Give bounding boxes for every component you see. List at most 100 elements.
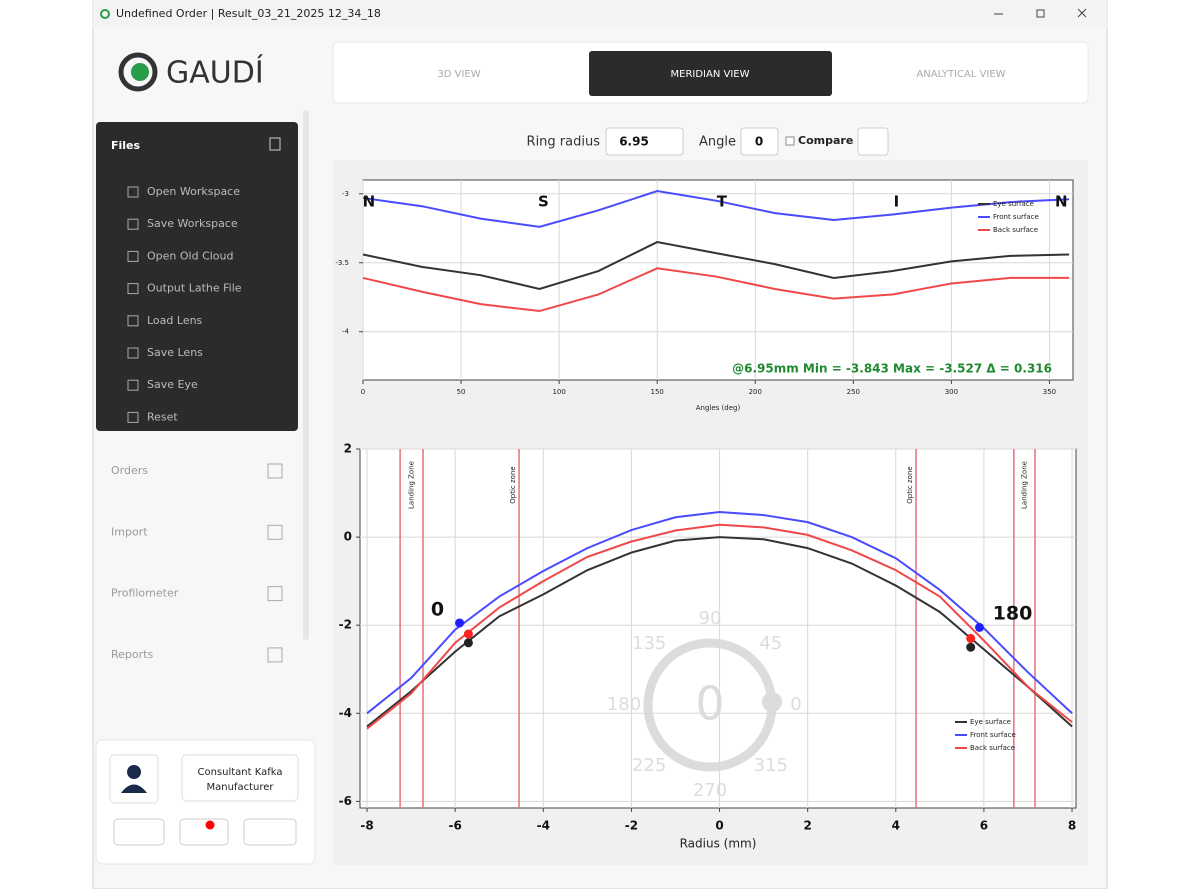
x-tick-label: 300 [945,388,958,396]
legend-label: Front surface [970,731,1016,739]
series-line [362,267,1070,313]
y-tick-label: -2 [339,618,352,632]
logo-mark [118,52,158,92]
menu-icon [127,250,139,262]
tabs: 3D VIEW MERIDIAN VIEW ANALYTICAL VIEW [437,51,1006,96]
annotation: N [363,193,376,211]
x-axis-label: Angles (deg) [696,404,741,412]
series-line [366,536,1073,728]
dial-label: 180 [607,694,641,715]
menu-item[interactable]: Open Workspace [147,185,240,198]
notification-dot [205,820,215,830]
series-line [366,523,1073,730]
marker-point [455,618,465,628]
reset-view-button[interactable] [857,127,889,156]
angle-input[interactable] [740,127,779,156]
close-button[interactable] [1077,8,1087,18]
x-tick-label: -2 [625,819,638,833]
dial-label: 315 [754,755,788,776]
menu-icon [127,315,139,327]
x-tick-label: 200 [749,388,762,396]
user-role: Manufacturer [207,782,275,793]
x-tick-label: -6 [449,819,462,833]
window-title: Undefined Order | Result_03_21_2025 12_3… [116,7,381,20]
legend-label: Front surface [993,213,1039,221]
logo-mark-inner [131,63,149,81]
settings-button[interactable] [113,818,165,846]
notifications-button[interactable] [179,818,229,846]
x-tick-label: 100 [552,388,565,396]
avatar-head [127,765,141,779]
zone-label: Optic zone [906,466,914,503]
annotation: 180 [993,603,1033,625]
menu-item[interactable]: Open Old Cloud [147,249,234,262]
logout-button[interactable] [243,818,297,846]
nav-item[interactable]: Profilometer [111,587,179,600]
dial-knob [762,692,782,712]
zone-label: Optic zone [509,466,517,503]
title-bar [93,0,1107,28]
dial-value: 0 [695,677,724,731]
series-line [362,190,1070,228]
tab[interactable]: MERIDIAN VIEW [671,69,750,80]
stats: @6.95mm Min = -3.843 Max = -3.527 Δ = 0.… [732,362,1052,376]
legend-label: Back surface [970,744,1015,752]
series-line [362,241,1070,291]
nav-item[interactable]: Import [111,525,148,538]
nav-menu: Orders Import Profilometer Reports [111,463,283,663]
compare-checkbox[interactable] [785,136,795,146]
files-panel [96,122,298,431]
x-tick-label: 2 [803,819,811,833]
y-tick-label: -4 [339,706,352,720]
maximize-button[interactable] [1036,9,1045,18]
x-tick-label: -4 [537,819,550,833]
x-tick-label: 250 [847,388,860,396]
menu-item[interactable]: Save Eye [147,378,198,391]
files-icon[interactable] [269,137,281,151]
x-axis-label: Radius (mm) [680,837,757,851]
user-card[interactable] [181,754,299,802]
menu-item[interactable]: Save Lens [147,346,203,359]
menu-item[interactable]: Load Lens [147,314,203,327]
menu-icon [127,411,139,423]
files-menu: Open Workspace Save Workspace Open Old Clo… [127,185,242,423]
menu-item[interactable]: Output Lathe File [147,282,242,295]
legend-label: Eye surface [993,200,1034,208]
menu-item[interactable]: Save Workspace [147,217,238,230]
annotation: S [538,193,549,211]
logo-text: GAUDÍ [166,55,264,91]
marker-point [966,633,976,643]
ring-radius-input[interactable] [605,127,684,156]
ring-radius-value: 6.95 [619,135,649,149]
x-tick-label: 50 [457,388,466,396]
nav-icon [267,463,283,479]
scrollbar[interactable] [303,110,309,640]
dial-label: 270 [693,780,727,801]
nav-icon [267,647,283,663]
annotation: I [894,193,900,211]
nav-item[interactable]: Reports [111,648,153,661]
ring-radius-label: Ring radius [527,135,601,150]
tab[interactable]: ANALYTICAL VIEW [916,69,1005,80]
menu-item[interactable]: Reset [147,410,178,423]
tab-active [589,51,832,96]
y-tick-label: 2 [344,442,352,456]
avatar-body [121,784,147,793]
dial-label: 225 [632,755,666,776]
y-tick-label: -6 [339,794,352,808]
nav-item[interactable]: Orders [111,464,148,477]
compare-label: Compare [798,134,853,147]
angle-value: 0 [755,135,763,149]
dial-label: 135 [632,633,666,654]
x-tick-label: 350 [1043,388,1056,396]
annotation: 0 [431,598,444,620]
user-name: Consultant Kafka [197,767,282,778]
tab[interactable]: 3D VIEW [437,69,480,80]
plot-area-top [362,179,1074,381]
x-tick-label: 4 [892,819,900,833]
zone-label: Landing Zone [1020,461,1028,509]
marker-point [463,629,473,639]
angle-dial: 0 90 45 0 315 270 225 180 135 [607,608,802,801]
menu-icon [127,347,139,359]
